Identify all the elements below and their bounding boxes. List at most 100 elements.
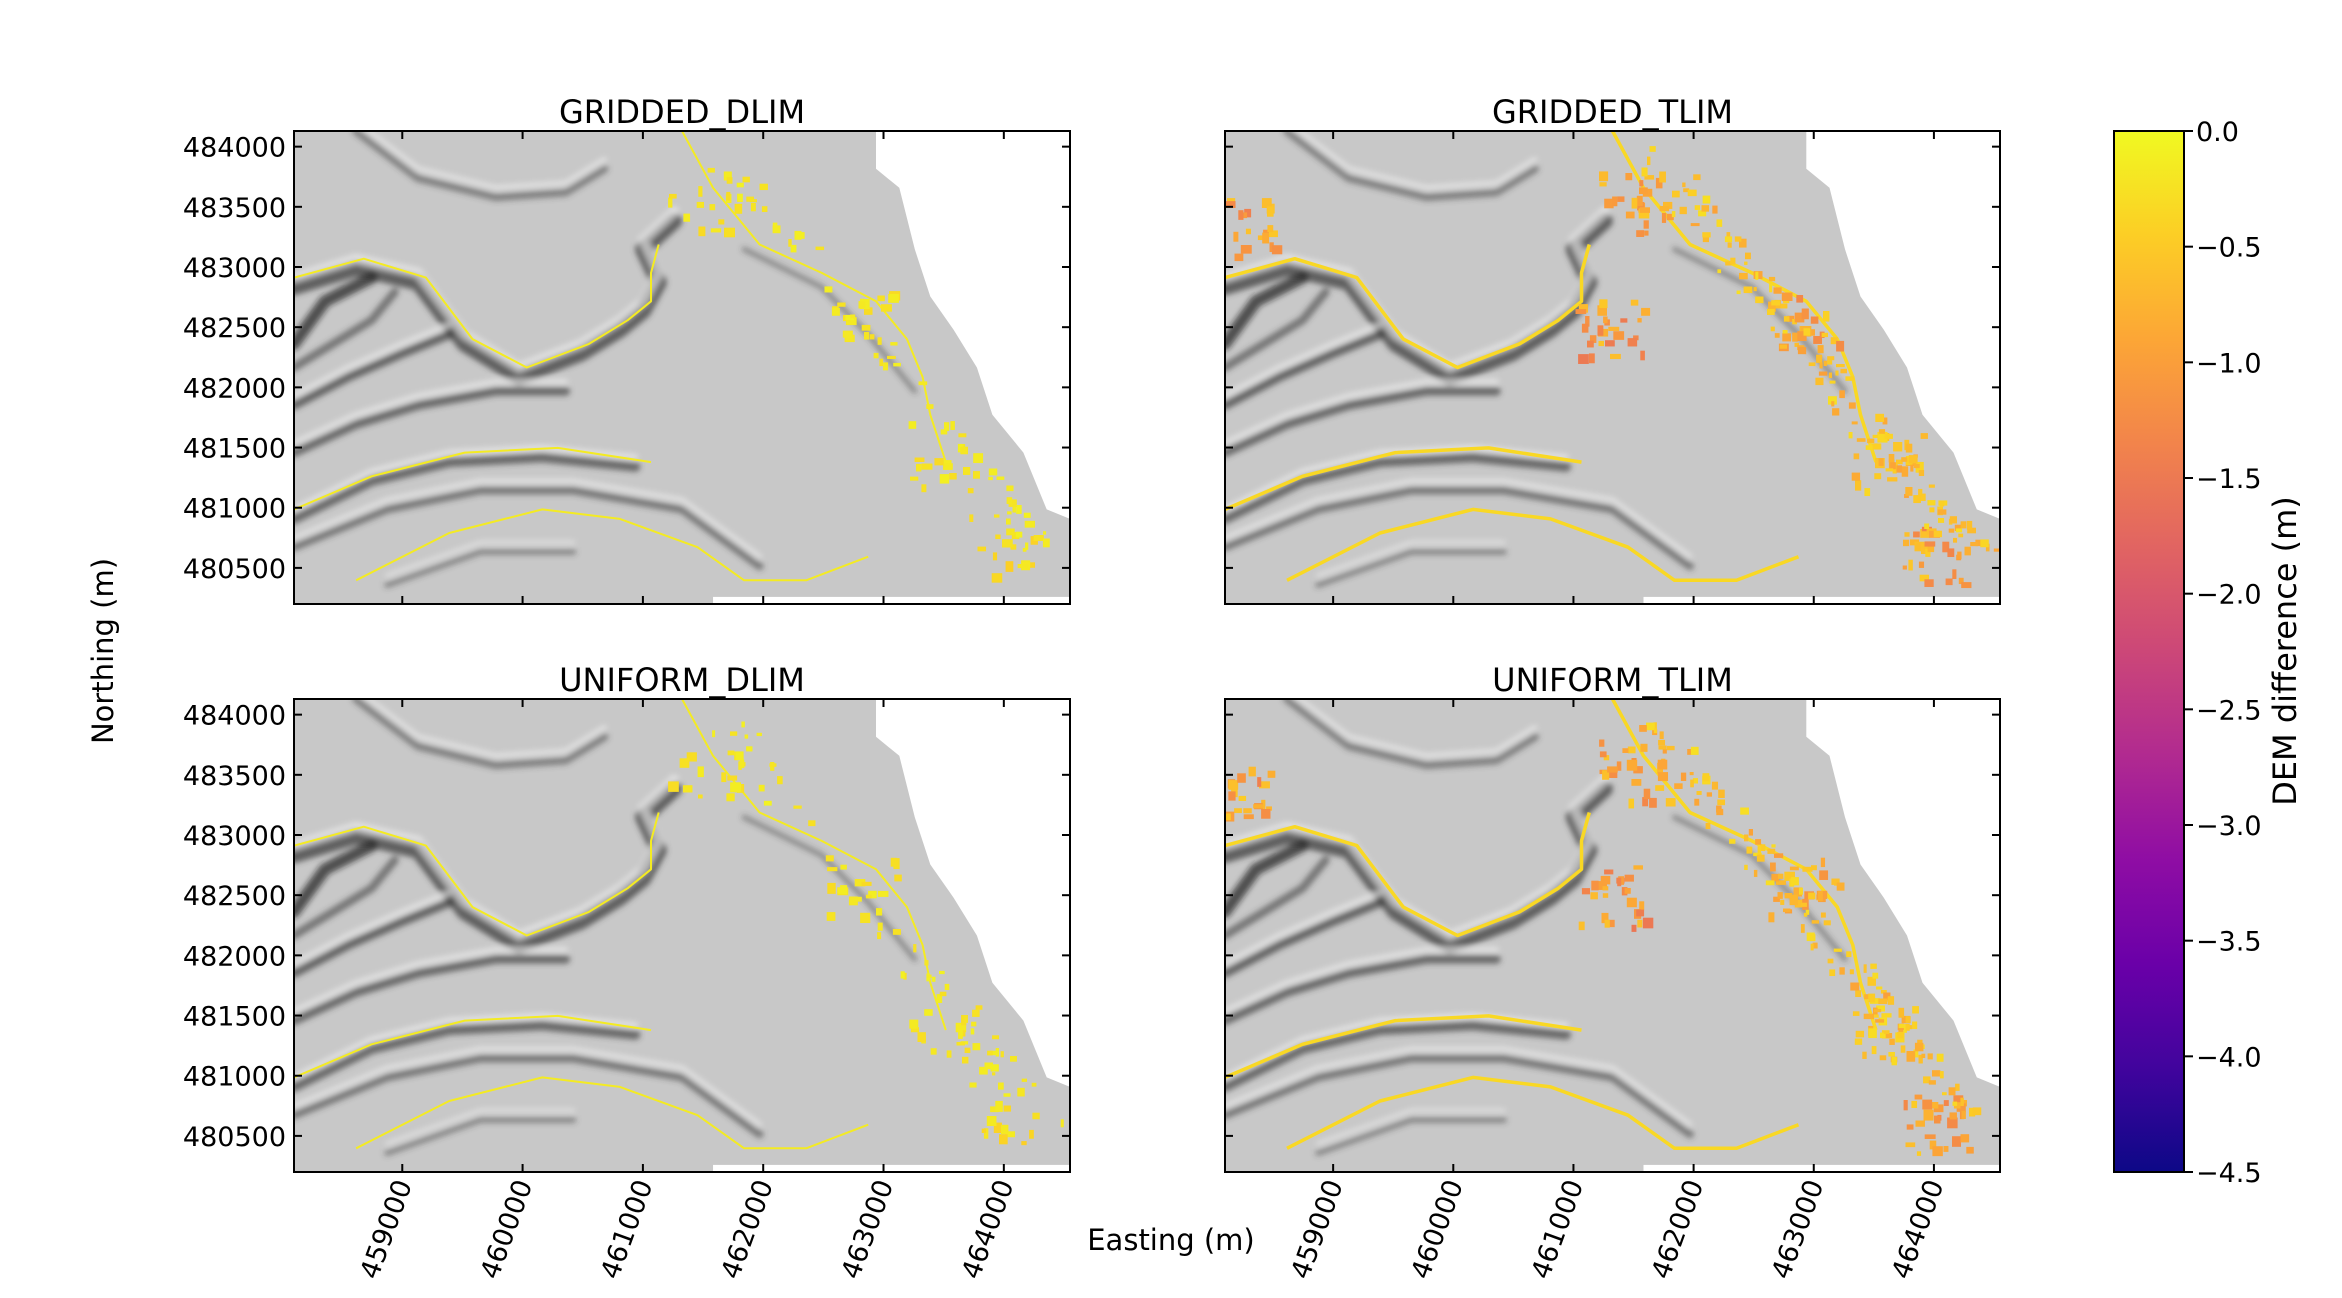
- colorbar-tick-label: −3.0: [2196, 811, 2262, 842]
- dem-difference-patch: [1203, 209, 1208, 214]
- dem-difference-patch: [1597, 325, 1604, 336]
- dem-difference-patch: [1791, 877, 1799, 886]
- dem-difference-patch: [1923, 1076, 1931, 1084]
- dem-difference-patch: [1779, 344, 1788, 349]
- dem-difference-patch: [1626, 759, 1638, 771]
- dem-difference-patch: [1922, 1099, 1933, 1110]
- relief-ridge: [1225, 379, 1499, 446]
- dem-difference-patch: [1912, 1021, 1918, 1030]
- dem-difference-patch: [721, 772, 727, 783]
- dem-difference-patch: [682, 785, 693, 793]
- dem-difference-patch: [1953, 1102, 1961, 1109]
- dem-difference-patch: [873, 352, 879, 359]
- dem-difference-patch: [1266, 806, 1272, 811]
- no-data-region: [876, 131, 1070, 519]
- dem-difference-patch: [1755, 296, 1764, 304]
- dem-difference-patch: [1636, 195, 1643, 207]
- dem-difference-patch: [1933, 530, 1942, 538]
- dem-difference-patch: [1883, 1030, 1890, 1034]
- dem-difference-patch: [960, 446, 968, 455]
- dem-difference-patch: [1600, 875, 1611, 885]
- dem-difference-patch: [1803, 912, 1808, 917]
- dem-difference-patch: [988, 476, 993, 481]
- dem-difference-patch: [1694, 205, 1701, 210]
- dem-difference-patch: [1639, 207, 1651, 213]
- relief-ridge: [1225, 890, 1383, 967]
- dem-difference-patch: [1725, 261, 1732, 266]
- dem-difference-patch: [1871, 443, 1882, 450]
- dem-difference-patch: [930, 1048, 937, 1055]
- dem-difference-patch: [967, 488, 974, 494]
- relief-valley: [1225, 1054, 1694, 1139]
- dem-difference-patch: [1836, 882, 1845, 891]
- dem-difference-patch: [1604, 198, 1614, 209]
- dem-difference-patch: [1797, 331, 1807, 342]
- relief-valley: [352, 131, 609, 202]
- dem-difference-patch: [1244, 208, 1252, 218]
- dem-difference-patch: [1876, 1005, 1885, 1012]
- dem-difference-patch: [1774, 853, 1784, 858]
- dem-difference-patch: [1267, 206, 1274, 217]
- dem-difference-patch: [1939, 1071, 1944, 1079]
- dem-difference-patch: [1617, 196, 1625, 202]
- dem-difference-patch: [1599, 739, 1605, 747]
- dem-difference-patch: [1794, 899, 1806, 908]
- relief-ridge: [1225, 1046, 1693, 1128]
- panel-uniform-dlim: UNIFORM_DLIM 480500 481000 481500 482000 4825…: [183, 661, 1071, 1283]
- dem-difference-patch: [972, 1009, 980, 1017]
- dem-difference-patch: [861, 881, 872, 886]
- dem-difference-patch: [1956, 1103, 1966, 1112]
- dem-difference-patch: [1644, 230, 1649, 236]
- plot-frame: [1224, 130, 2001, 605]
- dem-difference-patch: [1243, 814, 1254, 820]
- dem-difference-patch: [718, 219, 725, 225]
- dem-difference-patch: [943, 463, 953, 470]
- relief-valley: [294, 855, 399, 940]
- dem-difference-patch: [1851, 472, 1861, 481]
- dem-difference-patch: [1639, 180, 1644, 187]
- dem-difference-patch: [1624, 874, 1634, 882]
- dem-difference-patch: [1801, 902, 1807, 907]
- dem-difference-patch: [1267, 230, 1278, 238]
- dem-difference-patch: [730, 782, 741, 793]
- dem-difference-patch: [1578, 354, 1589, 364]
- relief-valley: [1315, 549, 1507, 589]
- dem-difference-patch: [726, 793, 735, 802]
- dem-difference-patch: [1819, 870, 1829, 880]
- relief-ridge: [385, 540, 576, 578]
- dem-difference-patch: [683, 213, 691, 222]
- relief-ridge: [1225, 322, 1383, 399]
- relief-valley: [294, 486, 764, 571]
- dem-difference-patch: [1912, 1006, 1919, 1014]
- dem-difference-patch: [1702, 232, 1711, 238]
- dem-difference-patch: [1581, 323, 1589, 333]
- dem-difference-patch: [679, 758, 690, 768]
- dem-difference-patch: [1952, 569, 1957, 580]
- dem-difference-patch: [1820, 857, 1826, 868]
- dem-difference-patch: [1820, 912, 1826, 918]
- dem-difference-patch: [1267, 770, 1276, 778]
- dem-difference-patch: [1827, 356, 1835, 361]
- y-tick-label: 480500: [183, 1122, 286, 1153]
- dem-difference-patch: [1821, 332, 1828, 338]
- dem-difference-patch: [1883, 992, 1891, 1001]
- dem-difference-patch: [921, 463, 933, 470]
- dem-difference-patch: [939, 970, 945, 975]
- relief-valley: [384, 1117, 577, 1157]
- dem-difference-patch: [995, 534, 1001, 540]
- dem-difference-patch: [1006, 528, 1015, 536]
- dem-difference-patch: [742, 176, 750, 183]
- dem-difference-patch: [1689, 772, 1694, 776]
- hillshade-map: [294, 131, 1070, 604]
- dem-difference-patch: [1744, 261, 1748, 265]
- dem-difference-patch: [1625, 173, 1633, 181]
- dem-difference-patch: [1625, 211, 1635, 219]
- dem-difference-patch: [1271, 245, 1283, 255]
- dem-difference-patch: [1905, 443, 1913, 453]
- dem-difference-patch: [1613, 331, 1625, 340]
- dem-difference-patch: [1891, 1057, 1897, 1066]
- dem-difference-patch: [769, 763, 777, 767]
- dem-difference-patch: [1771, 844, 1776, 848]
- dem-difference-patch: [1598, 340, 1605, 347]
- dem-difference-patch: [850, 314, 856, 319]
